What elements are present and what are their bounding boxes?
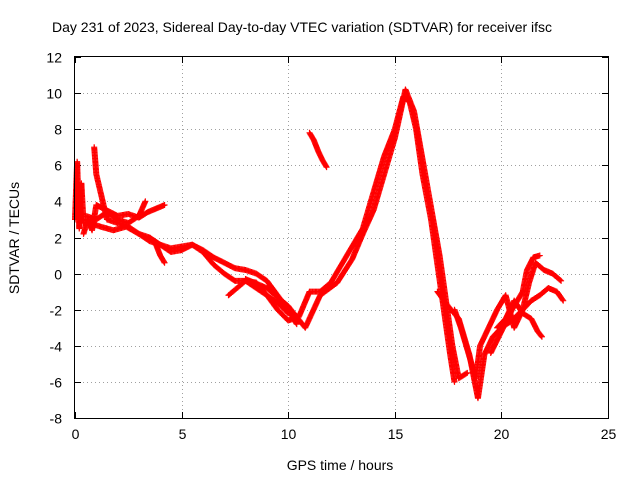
series-arc5 xyxy=(86,220,300,328)
y-tick-label: 10 xyxy=(46,86,62,102)
y-tick-label: 8 xyxy=(54,122,62,138)
data-point xyxy=(557,277,564,284)
data-series xyxy=(72,86,567,402)
x-tick-label: 20 xyxy=(494,426,510,442)
y-tick-label: -6 xyxy=(50,375,63,391)
data-point xyxy=(160,258,167,265)
data-point xyxy=(293,320,300,327)
y-axis-label: SDTVAR / TECUs xyxy=(6,182,22,294)
grid-lines xyxy=(75,57,608,418)
data-point xyxy=(451,378,458,385)
data-point xyxy=(285,310,292,317)
y-tick-label: -8 xyxy=(50,411,63,427)
y-tick-label: -4 xyxy=(50,339,63,355)
series-arc9 xyxy=(306,129,330,171)
x-tick-label: 10 xyxy=(281,426,297,442)
x-tick-label: 5 xyxy=(179,426,187,442)
x-axis-label: GPS time / hours xyxy=(287,457,394,473)
data-point xyxy=(559,296,566,303)
x-tick-label: 0 xyxy=(72,426,80,442)
data-point xyxy=(323,164,330,171)
data-point xyxy=(538,332,545,339)
data-point xyxy=(293,321,300,328)
series-arc3 xyxy=(91,144,168,266)
data-point xyxy=(464,369,471,376)
y-tick-label: 0 xyxy=(54,267,62,283)
data-point xyxy=(536,252,543,259)
data-point xyxy=(538,333,545,340)
y-tick-label: 6 xyxy=(54,158,62,174)
data-point xyxy=(284,309,291,316)
axis-ticks xyxy=(75,57,609,419)
series-arc7 xyxy=(225,93,458,385)
data-point xyxy=(161,202,168,209)
x-tick-label: 25 xyxy=(601,426,617,442)
data-point xyxy=(463,370,470,377)
y-tick-label: -2 xyxy=(50,303,63,319)
tick-labels: 0 5 10 15 20 25 -8 -6 -4 -2 0 2 4 6 8 10 12 xyxy=(46,50,616,443)
data-point xyxy=(558,277,565,284)
plot-frame xyxy=(74,56,609,419)
series-arc8 xyxy=(242,86,471,382)
data-point xyxy=(161,259,168,266)
data-point xyxy=(322,163,329,170)
data-point xyxy=(142,198,149,205)
series-arc4 xyxy=(82,198,149,227)
y-tick-label: 4 xyxy=(54,194,62,210)
series-arc1 xyxy=(72,158,87,232)
x-tick-label: 15 xyxy=(388,426,404,442)
series-arc13 xyxy=(494,297,545,340)
y-tick-label: 12 xyxy=(46,50,62,66)
y-tick-label: 2 xyxy=(54,231,62,247)
data-point xyxy=(560,297,567,304)
chart-title: Day 231 of 2023, Sidereal Day-to-day VTE… xyxy=(52,19,552,35)
